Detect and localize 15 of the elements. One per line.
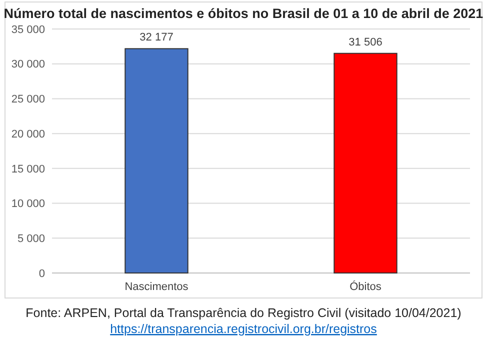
chart-title: Número total de nascimentos e óbitos no Brasil de 01 a 10 de abril de 2021 [4, 6, 484, 21]
y-tick-label: 10 000 [11, 198, 45, 210]
y-tick-label: 5 000 [17, 232, 45, 245]
y-tick-label: 25 000 [11, 94, 45, 106]
text: https://transparencia.registrocivil.org.br/registros [110, 322, 377, 336]
data-label: 32 177 [140, 32, 174, 44]
y-tick-label: 20 000 [11, 128, 45, 140]
y-tick-label: 15 000 [11, 163, 45, 176]
x-tick-label: Óbitos [350, 280, 382, 293]
source-note: Fonte: ARPEN, Portal da Transparência do Registro Civil (visitado 10/04/2021) [26, 306, 462, 320]
x-tick-label: Nascimentos [124, 281, 189, 293]
data-label: 31 506 [348, 36, 382, 48]
y-tick-label: 0 [38, 268, 45, 280]
y-tick-label: 30 000 [11, 58, 45, 71]
y-tick-label: 35 000 [11, 24, 45, 36]
